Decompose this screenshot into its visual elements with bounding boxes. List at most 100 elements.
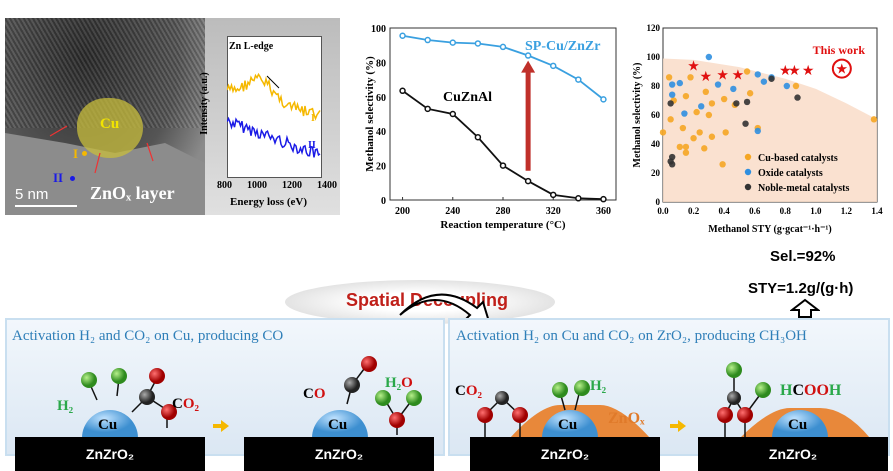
scatter-point <box>714 81 722 88</box>
tick: 1000 <box>247 180 267 191</box>
data-point <box>575 76 582 83</box>
scatter-point <box>687 74 694 81</box>
scatter-point <box>754 71 761 78</box>
y-axis-label: Methanol selectivity (%) <box>364 56 376 172</box>
legend-marker <box>744 183 752 191</box>
znox-layer-label: ZnOₓ layer <box>90 183 175 203</box>
right-molecules <box>477 362 870 438</box>
y-tick-label: 60 <box>651 110 661 120</box>
scatter-point <box>743 98 751 106</box>
eels-xticks: 800 1000 1200 1400 <box>217 180 337 191</box>
star-point: ★ <box>687 60 700 75</box>
x-tick-label: 0.0 <box>657 206 669 216</box>
selectivity-vs-temperature-chart: 200 240 280 320 360 0 20 40 60 80 100 Reaction temp… <box>364 24 617 231</box>
scatter-point <box>743 68 751 75</box>
scatter-point <box>698 103 705 110</box>
legend-marker <box>744 153 752 161</box>
annotation-arrow <box>266 75 280 89</box>
data-point <box>499 43 507 51</box>
data-point <box>600 96 607 103</box>
sty-value: STY=1.2g/(g·h) <box>748 280 854 297</box>
data-point <box>524 52 532 59</box>
tick: 1400 <box>317 180 337 191</box>
data-point <box>549 191 557 199</box>
curve-2-label: II <box>308 140 316 151</box>
y-tick-label: 120 <box>647 23 661 33</box>
data-point <box>524 177 532 185</box>
y-tick-label: 100 <box>371 24 386 35</box>
scatter-point <box>760 78 768 85</box>
data-point <box>474 133 482 141</box>
o-atom-text: O₂ <box>182 396 200 412</box>
c-atom-text: C <box>792 382 805 399</box>
scatter-point <box>676 79 684 87</box>
data-point <box>424 36 431 44</box>
scatter-point <box>792 82 800 90</box>
y-tick-label: 60 <box>376 93 386 104</box>
scatter-point <box>702 88 709 96</box>
scatter-point <box>708 133 716 140</box>
data-point <box>600 195 607 203</box>
data-point <box>575 195 582 202</box>
cu-label: Cu <box>558 417 578 433</box>
scatter-point <box>720 95 728 103</box>
data-point <box>474 40 482 47</box>
red-arrows <box>49 125 154 174</box>
legend-label: Noble-metal catalysts <box>758 183 849 194</box>
znox-label: ZnOₓ <box>608 410 645 427</box>
c-atom-text: C <box>303 386 314 402</box>
x-tick-label: 360 <box>596 206 611 217</box>
star-point: ★ <box>716 68 729 83</box>
tick: 1200 <box>282 180 302 191</box>
h2-label: H₂ <box>57 398 74 414</box>
star-point: ★ <box>732 68 745 83</box>
star-point: ★ <box>788 64 801 79</box>
eels-curve-2 <box>227 116 321 158</box>
star-point: ★ <box>802 64 815 79</box>
scatter-point <box>701 145 708 152</box>
scatter-point <box>783 82 791 90</box>
scatter-point <box>676 143 684 151</box>
selectivity-vs-sty-chart: 0.0 0.2 0.4 0.6 0.8 1.0 1.2 1.4 0 20 40 60 80 100 120 M… <box>632 23 883 235</box>
scatter-point <box>730 85 737 93</box>
eels-curve-1 <box>227 72 321 121</box>
support-slab: ZnZrO₂ <box>244 437 434 471</box>
x-tick-label: 0.8 <box>780 206 792 216</box>
data-point <box>499 162 507 169</box>
h-atom-text: H <box>780 382 793 399</box>
tick: 800 <box>217 180 232 191</box>
data-point <box>399 87 406 95</box>
scatter-point <box>665 74 673 81</box>
scatter-point <box>667 116 674 123</box>
y-tick-label: 20 <box>651 168 661 178</box>
scatter-point <box>668 91 676 98</box>
x-tick-label: 280 <box>496 206 511 217</box>
scale-bar-label: 5 nm <box>15 186 49 203</box>
this-work-circle <box>831 58 852 79</box>
eels-annotation: Zn L-edge <box>229 41 274 52</box>
series-label-sp-cu-znzr: SP-Cu/ZnZr <box>525 39 600 54</box>
y-tick-label: 100 <box>647 52 661 62</box>
right-mechanism-panel: Activation H₂ on Cu and CO₂ on ZrO₂, pro… <box>448 318 890 471</box>
scale-bar <box>15 205 77 207</box>
point-1-label: I <box>73 146 79 161</box>
x-tick-label: 0.4 <box>719 206 731 216</box>
scatter-point <box>659 129 667 136</box>
x-tick-label: 200 <box>395 206 410 217</box>
scatter-point <box>690 135 697 142</box>
x-tick-label: 0.6 <box>749 206 761 216</box>
left-panel-title: Activation H₂ and CO₂ on Cu, producing C… <box>12 328 284 344</box>
cu-label: Cu <box>788 417 808 433</box>
curve-1-label: I <box>311 113 315 124</box>
scatter-point <box>682 143 690 151</box>
data-point <box>424 105 431 113</box>
o-atom-text: O <box>401 375 413 391</box>
cu-label: Cu <box>100 116 120 132</box>
co-label: CO <box>303 386 326 403</box>
scatter-point <box>794 94 801 101</box>
scatter-point <box>682 92 690 100</box>
tem-image: Cu I II ZnOₓ layer 5 nm <box>5 18 205 215</box>
h-atom-text: H <box>828 382 842 399</box>
series-label-cuznal: CuZnAl <box>443 90 492 105</box>
data-point <box>549 62 557 70</box>
